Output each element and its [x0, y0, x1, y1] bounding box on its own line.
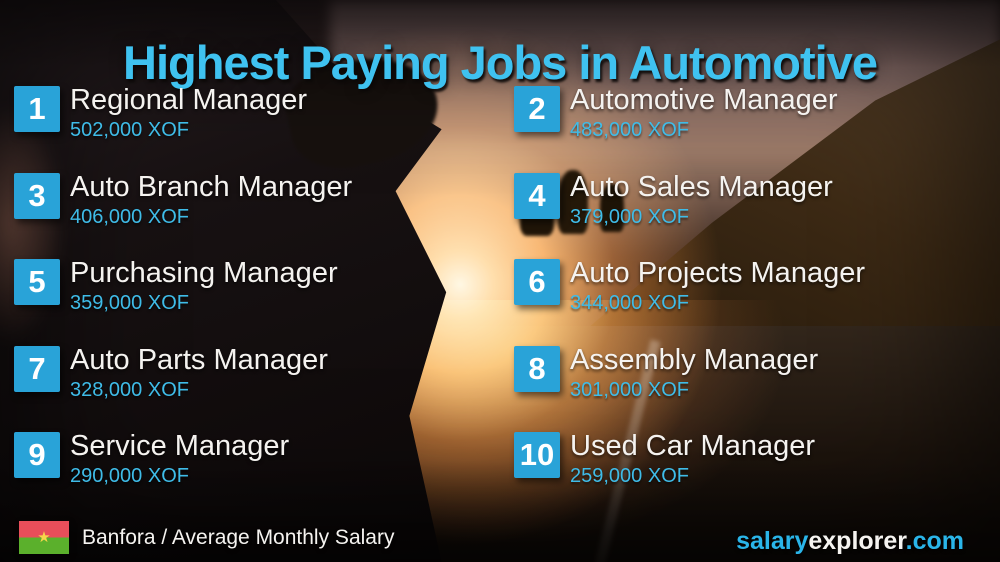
rank-badge: 5: [14, 259, 60, 305]
job-item-7: 7 Auto Parts Manager 328,000 XOF: [14, 344, 514, 431]
job-title: Used Car Manager: [570, 430, 815, 462]
job-salary: 290,000 XOF: [70, 465, 189, 487]
job-item-8: 8 Assembly Manager 301,000 XOF: [514, 344, 986, 431]
rank-badge: 7: [14, 345, 60, 392]
job-title: Auto Branch Manager: [70, 170, 353, 203]
burkina-faso-flag-icon: [19, 521, 69, 554]
job-salary: 502,000 XOF: [70, 119, 189, 141]
job-item-4: 4 Auto Sales Manager 379,000 XOF: [514, 171, 986, 258]
location-label: Banfora / Average Monthly Salary: [82, 525, 395, 549]
job-item-2: 2 Automotive Manager 483,000 XOF: [514, 84, 986, 171]
rank-badge: 2: [514, 86, 560, 132]
job-title: Purchasing Manager: [70, 257, 338, 289]
rank-badge: 6: [514, 259, 560, 305]
footer-location: Banfora / Average Monthly Salary: [19, 521, 394, 554]
brand-part-salary: salary: [736, 527, 809, 555]
job-title: Automotive Manager: [570, 84, 838, 116]
job-salary: 259,000 XOF: [570, 465, 689, 487]
job-salary: 301,000 XOF: [570, 378, 689, 401]
job-salary: 359,000 XOF: [70, 292, 189, 314]
job-title: Regional Manager: [70, 84, 307, 116]
job-title: Auto Parts Manager: [70, 343, 328, 376]
job-item-1: 1 Regional Manager 502,000 XOF: [14, 84, 514, 171]
job-item-6: 6 Auto Projects Manager 344,000 XOF: [514, 257, 986, 344]
brand-logo[interactable]: salaryexplorer.com: [736, 527, 964, 556]
jobs-list: 1 Regional Manager 502,000 XOF 2 Automot…: [14, 84, 986, 517]
rank-badge: 8: [514, 345, 560, 392]
brand-part-explorer: explorer: [808, 527, 906, 555]
rank-badge: 9: [14, 432, 60, 478]
page-title: Highest Paying Jobs in Automotive: [123, 36, 878, 90]
rank-badge: 4: [514, 172, 560, 219]
job-salary: 406,000 XOF: [70, 205, 189, 228]
rank-badge: 3: [14, 172, 60, 219]
job-item-5: 5 Purchasing Manager 359,000 XOF: [14, 257, 514, 344]
job-title: Assembly Manager: [570, 343, 819, 376]
job-title: Auto Projects Manager: [570, 257, 865, 289]
job-item-3: 3 Auto Branch Manager 406,000 XOF: [14, 171, 514, 258]
rank-badge: 10: [514, 432, 560, 478]
rank-badge: 1: [14, 86, 60, 132]
job-salary: 328,000 XOF: [70, 378, 189, 401]
job-salary: 483,000 XOF: [570, 119, 689, 141]
job-item-10: 10 Used Car Manager 259,000 XOF: [514, 430, 986, 517]
job-salary: 379,000 XOF: [570, 205, 689, 228]
job-item-9: 9 Service Manager 290,000 XOF: [14, 430, 514, 517]
brand-part-com: .com: [905, 527, 964, 555]
job-title: Auto Sales Manager: [570, 170, 833, 203]
job-salary: 344,000 XOF: [570, 292, 689, 314]
job-title: Service Manager: [70, 430, 290, 462]
